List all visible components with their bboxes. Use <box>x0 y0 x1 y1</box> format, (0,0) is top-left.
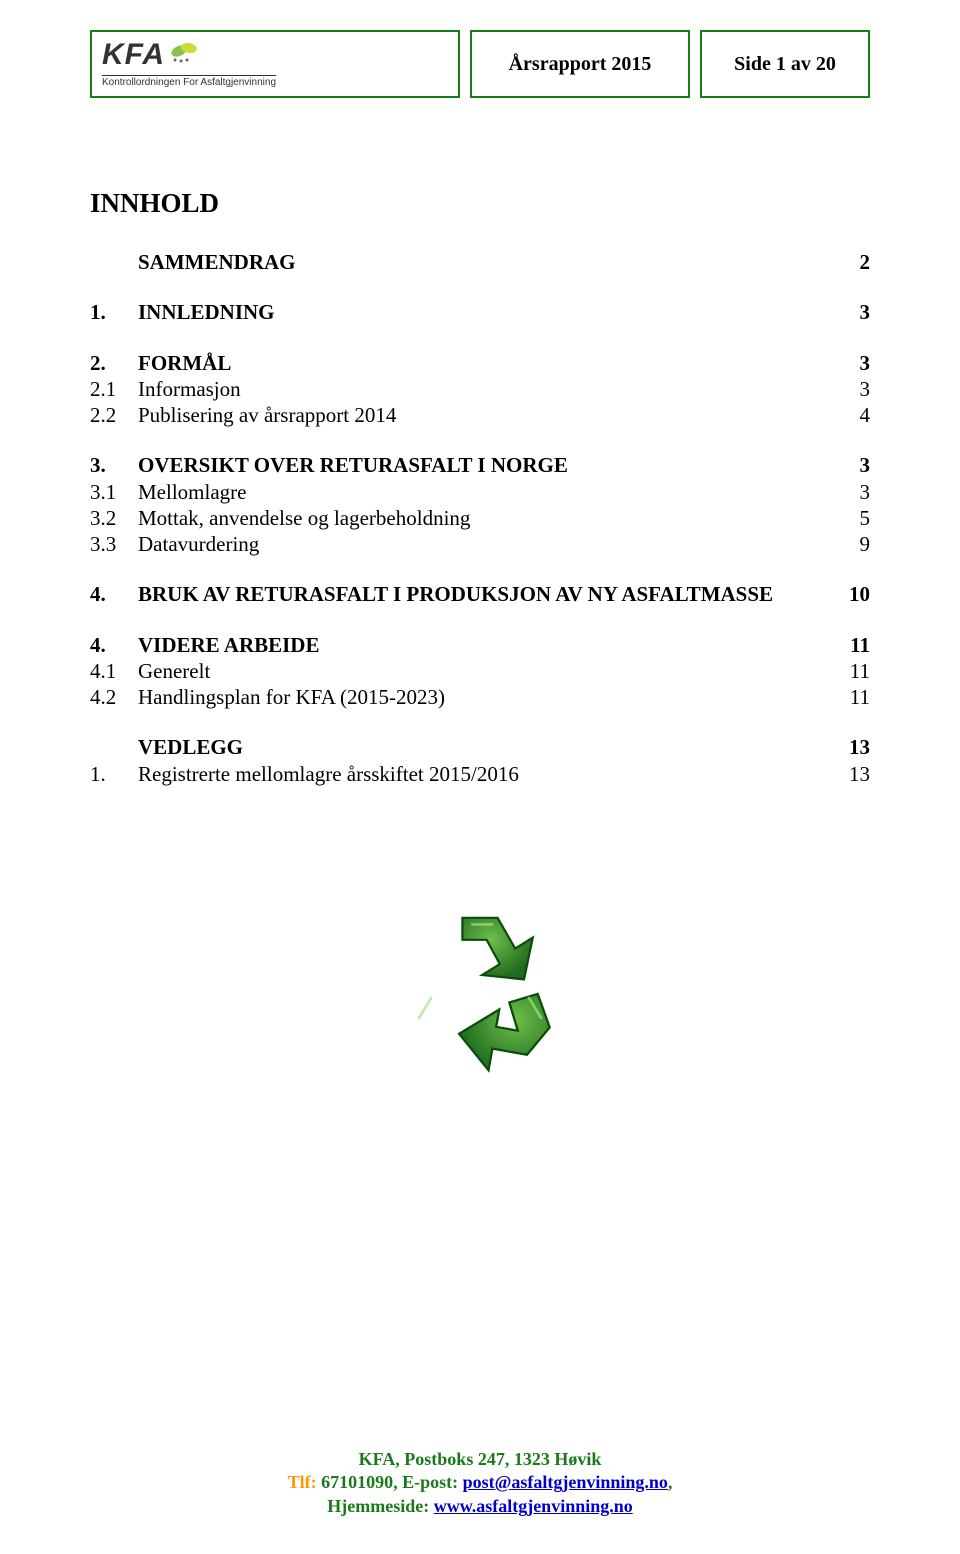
toc-row: 4.2 Handlingsplan for KFA (2015-2023) 11 <box>90 684 870 710</box>
toc-group-3: 3. OVERSIKT OVER RETURASFALT I NORGE 3 3… <box>90 452 870 557</box>
toc-label: Informasjon <box>138 376 830 402</box>
footer-tlf-value: 67101090, E-post: <box>321 1472 463 1492</box>
toc-num: 2.2 <box>90 402 138 428</box>
page-footer: KFA, Postboks 247, 1323 Høvik Tlf: 67101… <box>0 1448 960 1518</box>
footer-website-row: Hjemmeside: www.asfaltgjenvinning.no <box>0 1495 960 1518</box>
toc-page: 3 <box>830 350 870 376</box>
toc-num: 4.1 <box>90 658 138 684</box>
toc-group-1: 1. INNLEDNING 3 <box>90 299 870 325</box>
toc-num: 3. <box>90 452 138 478</box>
toc-row: 3.1 Mellomlagre 3 <box>90 479 870 505</box>
footer-email-link[interactable]: post@asfaltgjenvinning.no <box>463 1472 668 1492</box>
toc-label: Handlingsplan for KFA (2015-2023) <box>138 684 830 710</box>
toc-num: 2.1 <box>90 376 138 402</box>
toc-page: 13 <box>830 734 870 760</box>
toc-group-2: 2. FORMÅL 3 2.1 Informasjon 3 2.2 Publis… <box>90 350 870 429</box>
logo-text: KFA Kontrollordningen For Asfaltgjenvinn… <box>102 38 276 90</box>
toc-label: OVERSIKT OVER RETURASFALT I NORGE <box>138 452 830 478</box>
report-title-box: Årsrapport 2015 <box>470 30 690 98</box>
toc-content: INNHOLD SAMMENDRAG 2 1. INNLEDNING 3 2. … <box>90 188 870 1107</box>
toc-row: 4. VIDERE ARBEIDE 11 <box>90 632 870 658</box>
toc-page: 9 <box>830 531 870 557</box>
toc-page: 2 <box>830 249 870 275</box>
toc-group-vedlegg: VEDLEGG 13 1. Registrerte mellomlagre år… <box>90 734 870 787</box>
toc-page: 3 <box>830 479 870 505</box>
toc-num: 3.2 <box>90 505 138 531</box>
toc-num: 1. <box>90 761 138 787</box>
toc-num: 4.2 <box>90 684 138 710</box>
toc-num: 3.3 <box>90 531 138 557</box>
toc-row: VEDLEGG 13 <box>90 734 870 760</box>
toc-label: VEDLEGG <box>138 734 830 760</box>
document-page: KFA Kontrollordningen For Asfaltgjenvinn… <box>0 0 960 1147</box>
footer-contact: Tlf: 67101090, E-post: post@asfaltgjenvi… <box>0 1471 960 1494</box>
toc-page: 10 <box>830 581 870 607</box>
toc-num: 1. <box>90 299 138 325</box>
footer-tlf-text: 67101090, E-post: <box>321 1472 458 1492</box>
toc-num <box>90 249 138 275</box>
toc-page: 11 <box>830 632 870 658</box>
toc-label: INNLEDNING <box>138 299 830 325</box>
toc-num <box>90 734 138 760</box>
toc-num: 4. <box>90 632 138 658</box>
toc-page: 11 <box>830 684 870 710</box>
toc-label: Mellomlagre <box>138 479 830 505</box>
logo-main: KFA <box>102 38 165 72</box>
logo-subtitle: Kontrollordningen For Asfaltgjenvinning <box>102 75 276 88</box>
toc-group-4b: 4. VIDERE ARBEIDE 11 4.1 Generelt 11 4.2… <box>90 632 870 711</box>
toc-row: 1. Registrerte mellomlagre årsskiftet 20… <box>90 761 870 787</box>
toc-num: 4. <box>90 581 138 607</box>
toc-page: 13 <box>830 761 870 787</box>
toc-num: 2. <box>90 350 138 376</box>
toc-row: 3.2 Mottak, anvendelse og lagerbeholdnin… <box>90 505 870 531</box>
toc-label: Registrerte mellomlagre årsskiftet 2015/… <box>138 761 830 787</box>
toc-group-4: 4. BRUK AV RETURASFALT I PRODUKSJON AV N… <box>90 581 870 607</box>
toc-label: Generelt <box>138 658 830 684</box>
toc-row: 2.1 Informasjon 3 <box>90 376 870 402</box>
toc-label: BRUK AV RETURASFALT I PRODUKSJON AV NY A… <box>138 581 830 607</box>
footer-address: KFA, Postboks 247, 1323 Høvik <box>0 1448 960 1471</box>
footer-tlf-label: Tlf: <box>288 1472 317 1492</box>
toc-label: VIDERE ARBEIDE <box>138 632 830 658</box>
toc-label: Datavurdering <box>138 531 830 557</box>
toc-page: 4 <box>830 402 870 428</box>
toc-page: 3 <box>830 299 870 325</box>
toc-label: Mottak, anvendelse og lagerbeholdning <box>138 505 830 531</box>
footer-website-link[interactable]: www.asfaltgjenvinning.no <box>434 1496 633 1516</box>
toc-page: 11 <box>830 658 870 684</box>
footer-hjem-label: Hjemmeside: <box>327 1496 429 1516</box>
toc-row: 3.3 Datavurdering 9 <box>90 531 870 557</box>
toc-row: 3. OVERSIKT OVER RETURASFALT I NORGE 3 <box>90 452 870 478</box>
toc-group-sammendrag: SAMMENDRAG 2 <box>90 249 870 275</box>
toc-row: 2.2 Publisering av årsrapport 2014 4 <box>90 402 870 428</box>
leaf-icon <box>169 38 201 69</box>
toc-label: FORMÅL <box>138 350 830 376</box>
recycle-icon-wrap <box>90 887 870 1107</box>
toc-label: SAMMENDRAG <box>138 249 830 275</box>
toc-page: 5 <box>830 505 870 531</box>
toc-row: 4.1 Generelt 11 <box>90 658 870 684</box>
toc-page: 3 <box>830 376 870 402</box>
toc-row: SAMMENDRAG 2 <box>90 249 870 275</box>
content-title: INNHOLD <box>90 188 870 219</box>
toc-label: Publisering av årsrapport 2014 <box>138 402 830 428</box>
page-indicator-box: Side 1 av 20 <box>700 30 870 98</box>
logo-box: KFA Kontrollordningen For Asfaltgjenvinn… <box>90 30 460 98</box>
toc-page: 3 <box>830 452 870 478</box>
page-indicator: Side 1 av 20 <box>734 53 836 76</box>
toc-row: 4. BRUK AV RETURASFALT I PRODUKSJON AV N… <box>90 581 870 607</box>
toc-num: 3.1 <box>90 479 138 505</box>
recycle-icon <box>370 887 590 1107</box>
footer-comma: , <box>668 1472 673 1492</box>
toc-row: 1. INNLEDNING 3 <box>90 299 870 325</box>
toc-row: 2. FORMÅL 3 <box>90 350 870 376</box>
report-title: Årsrapport 2015 <box>509 53 652 76</box>
page-header: KFA Kontrollordningen For Asfaltgjenvinn… <box>90 30 870 98</box>
